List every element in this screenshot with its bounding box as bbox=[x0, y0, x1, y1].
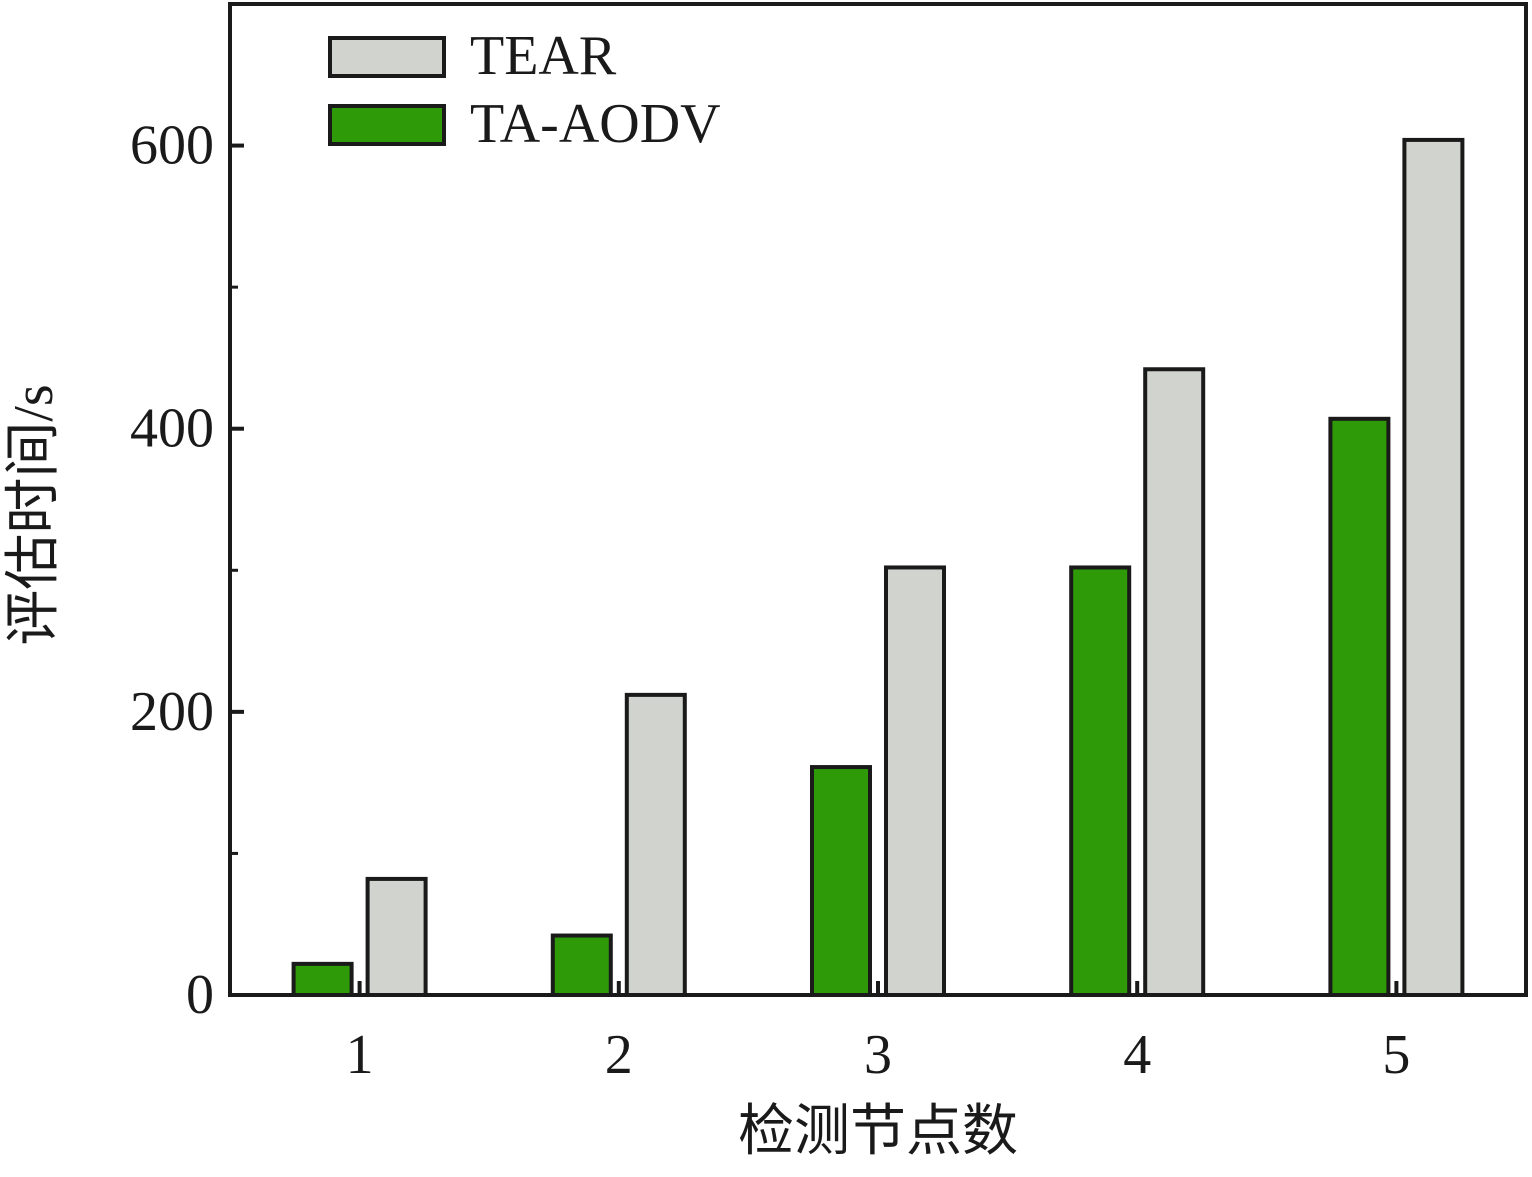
plot-area bbox=[228, 2, 1528, 998]
bar-ta-aodv-3 bbox=[810, 765, 872, 997]
x-tick-label: 3 bbox=[864, 1024, 892, 1086]
x-tick-label: 2 bbox=[605, 1024, 633, 1086]
bar-ta-aodv-2 bbox=[550, 933, 613, 997]
bar-ta-aodv-5 bbox=[1328, 416, 1391, 998]
x-axis-ticks bbox=[357, 981, 1399, 995]
bar-ta-aodv-1 bbox=[291, 961, 354, 998]
x-tick-label: 1 bbox=[346, 1024, 374, 1086]
bar-tear-1 bbox=[365, 876, 428, 998]
x-tick-label: 5 bbox=[1382, 1024, 1410, 1086]
y-tick-label: 400 bbox=[130, 398, 214, 460]
bar-tear-3 bbox=[884, 565, 946, 997]
y-tick-label: 600 bbox=[130, 115, 214, 177]
x-axis-label: 检测节点数 bbox=[738, 1101, 1018, 1163]
legend-swatch bbox=[328, 104, 446, 146]
x-axis-tick-labels: 1 2 3 4 5 bbox=[346, 1024, 1411, 1086]
y-axis-ticks bbox=[230, 143, 244, 997]
bar-ta-aodv-4 bbox=[1069, 565, 1132, 997]
legend-label: TEAR bbox=[470, 25, 617, 87]
y-tick-label: 200 bbox=[130, 681, 214, 743]
legend-label: TA-AODV bbox=[470, 93, 721, 155]
legend-swatch bbox=[328, 36, 446, 78]
y-axis-label: 评估时间/s bbox=[3, 384, 65, 645]
bars bbox=[291, 137, 1465, 998]
y-tick-label: 0 bbox=[186, 964, 214, 1026]
y-axis-tick-labels: 0 200 400 600 bbox=[130, 115, 214, 1026]
x-tick-label: 4 bbox=[1123, 1024, 1151, 1086]
bar-tear-2 bbox=[624, 692, 687, 998]
bar-tear-5 bbox=[1402, 137, 1465, 997]
bar-tear-4 bbox=[1143, 367, 1206, 997]
